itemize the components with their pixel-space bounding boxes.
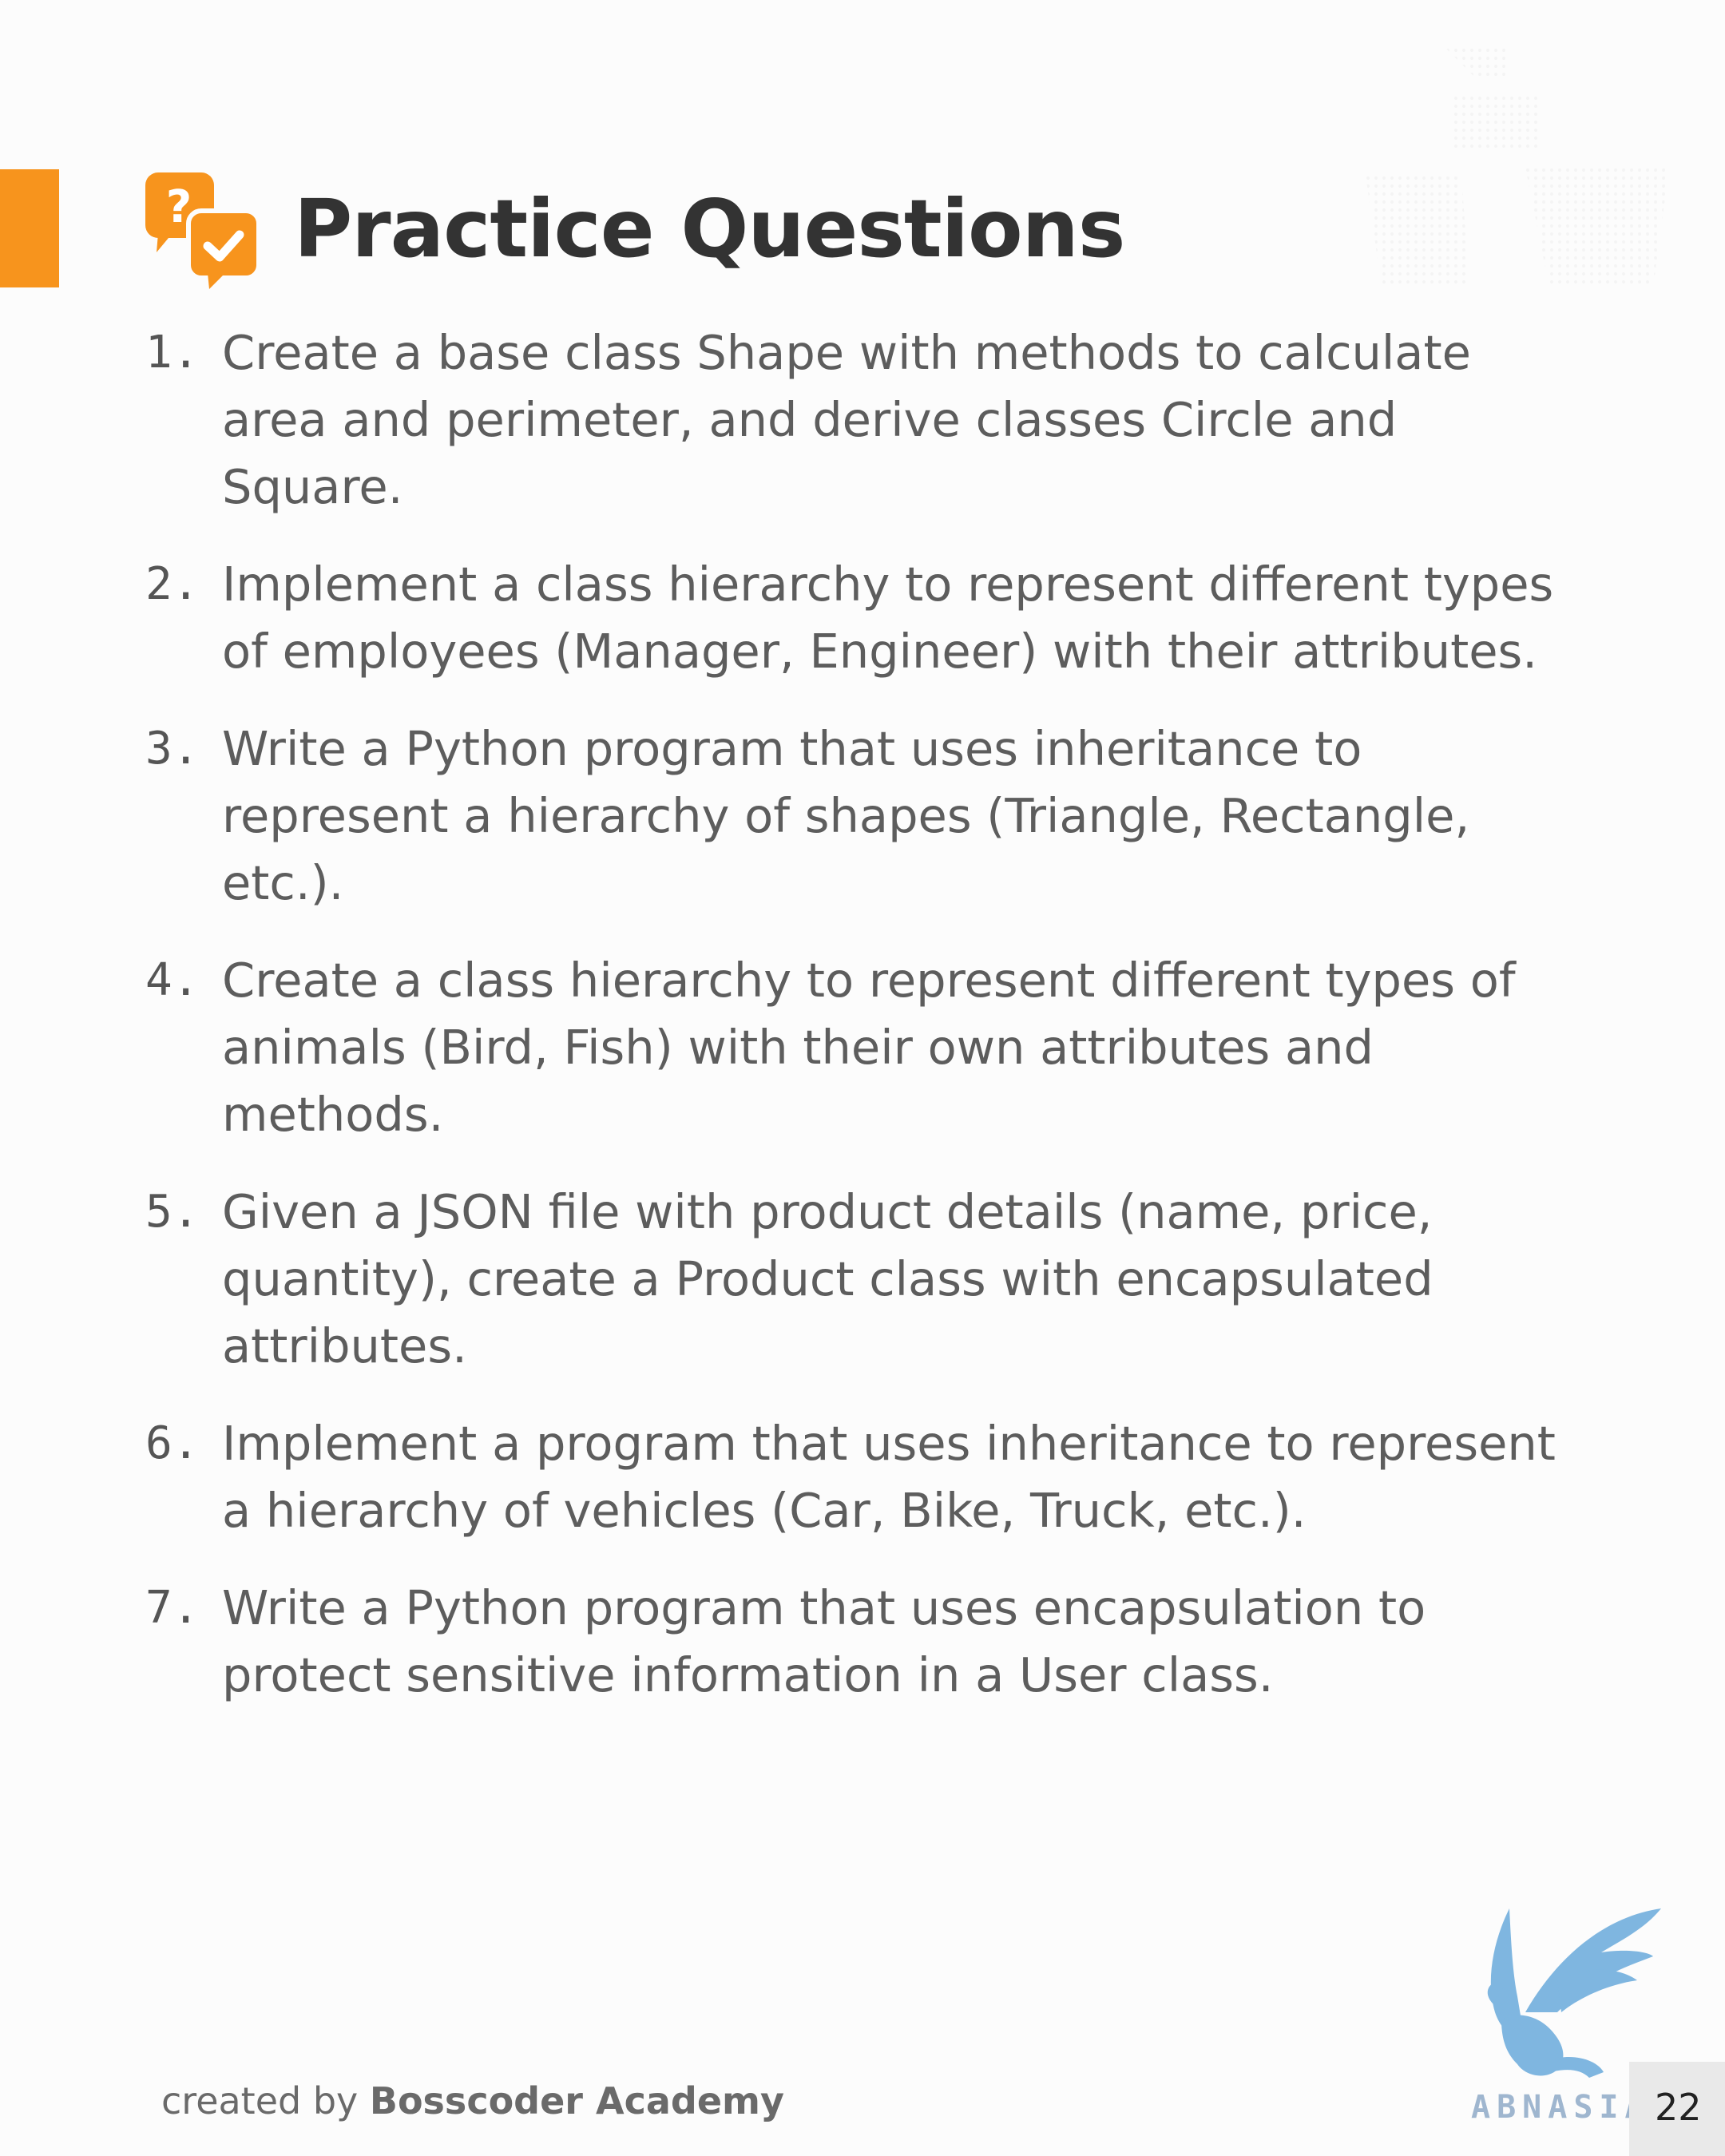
credit-prefix: created by (161, 2079, 370, 2122)
page-number-badge (1629, 2062, 1725, 2156)
list-number: 1. (145, 327, 200, 378)
credit-brand: Bosscoder Academy (369, 2079, 784, 2122)
list-number: 5. (145, 1186, 200, 1238)
list-number: 2. (145, 558, 200, 610)
accent-bar (0, 169, 59, 287)
question-text: Given a JSON file with product details (… (222, 1184, 1434, 1373)
list-item: 4. Create a class hierarchy to represent… (145, 947, 1583, 1148)
list-item: 2. Implement a class hierarchy to repres… (145, 551, 1583, 685)
page-number: 22 (1655, 2086, 1702, 2129)
list-item: 5. Given a JSON file with product detail… (145, 1179, 1583, 1380)
list-item: 1. Create a base class Shape with method… (145, 319, 1583, 521)
question-text: Create a base class Shape with methods t… (222, 325, 1471, 514)
list-item: 6. Implement a program that uses inherit… (145, 1410, 1583, 1544)
question-list: 1. Create a base class Shape with method… (145, 319, 1583, 1739)
list-item: 7. Write a Python program that uses enca… (145, 1575, 1583, 1709)
question-text: Create a class hierarchy to represent di… (222, 953, 1516, 1142)
griffin-logo-icon (1487, 1908, 1661, 2078)
question-text: Write a Python program that uses encapsu… (222, 1580, 1426, 1702)
watermark-pattern (1366, 48, 1669, 287)
footer-credit: created by Bosscoder Academy (161, 2079, 784, 2122)
list-number: 6. (145, 1417, 200, 1469)
list-number: 3. (145, 723, 200, 775)
list-item: 3. Write a Python program that uses inhe… (145, 715, 1583, 917)
page-title: Practice Questions (294, 182, 1125, 275)
question-text: Implement a class hierarchy to represent… (222, 557, 1554, 679)
question-text: Write a Python program that uses inherit… (222, 721, 1470, 910)
list-number: 4. (145, 954, 200, 1006)
question-answer-chat-icon: ? (145, 172, 261, 289)
question-text: Implement a program that uses inheritanc… (222, 1416, 1556, 1538)
list-number: 7. (145, 1582, 200, 1634)
